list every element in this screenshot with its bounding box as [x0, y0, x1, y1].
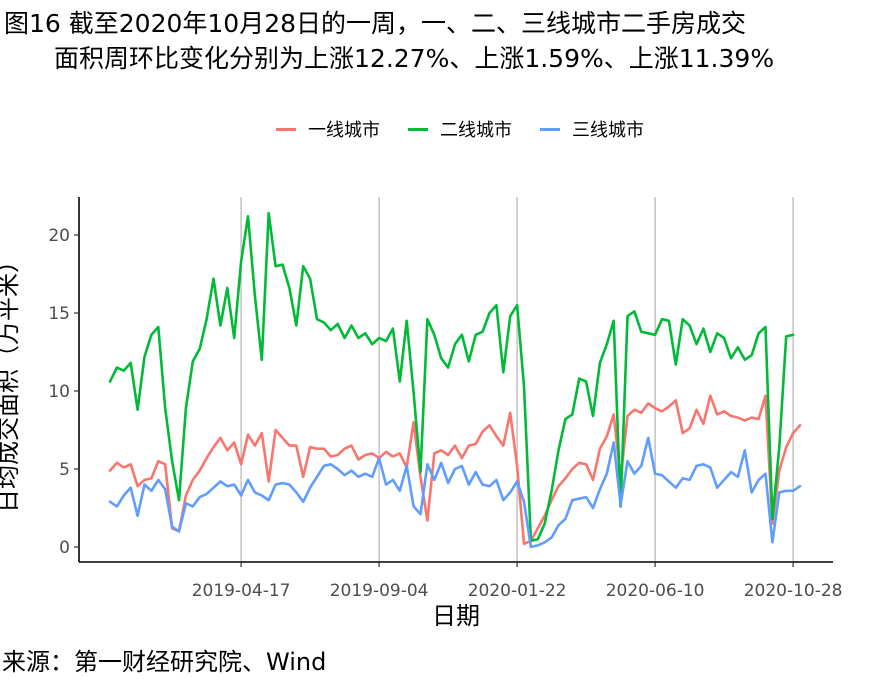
legend: 一线城市 二线城市 三线城市	[0, 114, 885, 144]
y-tick-label-0: 0	[59, 538, 70, 558]
line-chart: 0 5 10 15 20 2019-04-17 2019-09-04 2020-01-22 20…	[0, 197, 843, 630]
x-tick-label-2: 2020-01-22	[468, 581, 567, 601]
legend-label-tier2: 二线城市	[440, 120, 512, 141]
y-tick-label-3: 15	[48, 304, 70, 324]
chart-title: 图16 截至2020年10月28日的一周，一、二、三线城市二手房成交 面积周环比…	[0, 6, 885, 76]
chart-title-line-2: 面积周环比变化分别为上涨12.27%、上涨1.59%、上涨11.39%	[54, 44, 775, 73]
y-tick-label-1: 5	[59, 460, 70, 480]
x-axis-title: 日期	[432, 602, 480, 630]
source-note: 来源：第一财经研究院、Wind	[2, 648, 327, 676]
y-tick-label-4: 20	[48, 226, 70, 246]
x-tick-label-4: 2020-10-28	[744, 581, 843, 601]
series-line-tier1	[108, 394, 802, 546]
legend-swatch-tier1	[276, 127, 296, 131]
chart-title-line-1: 图16 截至2020年10月28日的一周，一、二、三线城市二手房成交	[4, 9, 747, 38]
series-line-tier2	[108, 211, 795, 543]
legend-item-tier2: 二线城市	[408, 114, 512, 144]
legend-label-tier3: 三线城市	[572, 120, 644, 141]
y-axis-title: 日均成交面积（万平米）	[0, 249, 22, 513]
x-tick-label-1: 2019-09-04	[330, 581, 429, 601]
y-tick-label-2: 10	[48, 382, 70, 402]
x-tick-label-0: 2019-04-17	[192, 581, 291, 601]
legend-swatch-tier2	[408, 127, 428, 131]
legend-item-tier3: 三线城市	[540, 114, 644, 144]
legend-swatch-tier3	[540, 127, 560, 131]
legend-label-tier1: 一线城市	[308, 120, 380, 141]
series-line-tier3	[108, 436, 802, 549]
legend-item-tier1: 一线城市	[276, 114, 380, 144]
x-tick-label-3: 2020-06-10	[606, 581, 705, 601]
